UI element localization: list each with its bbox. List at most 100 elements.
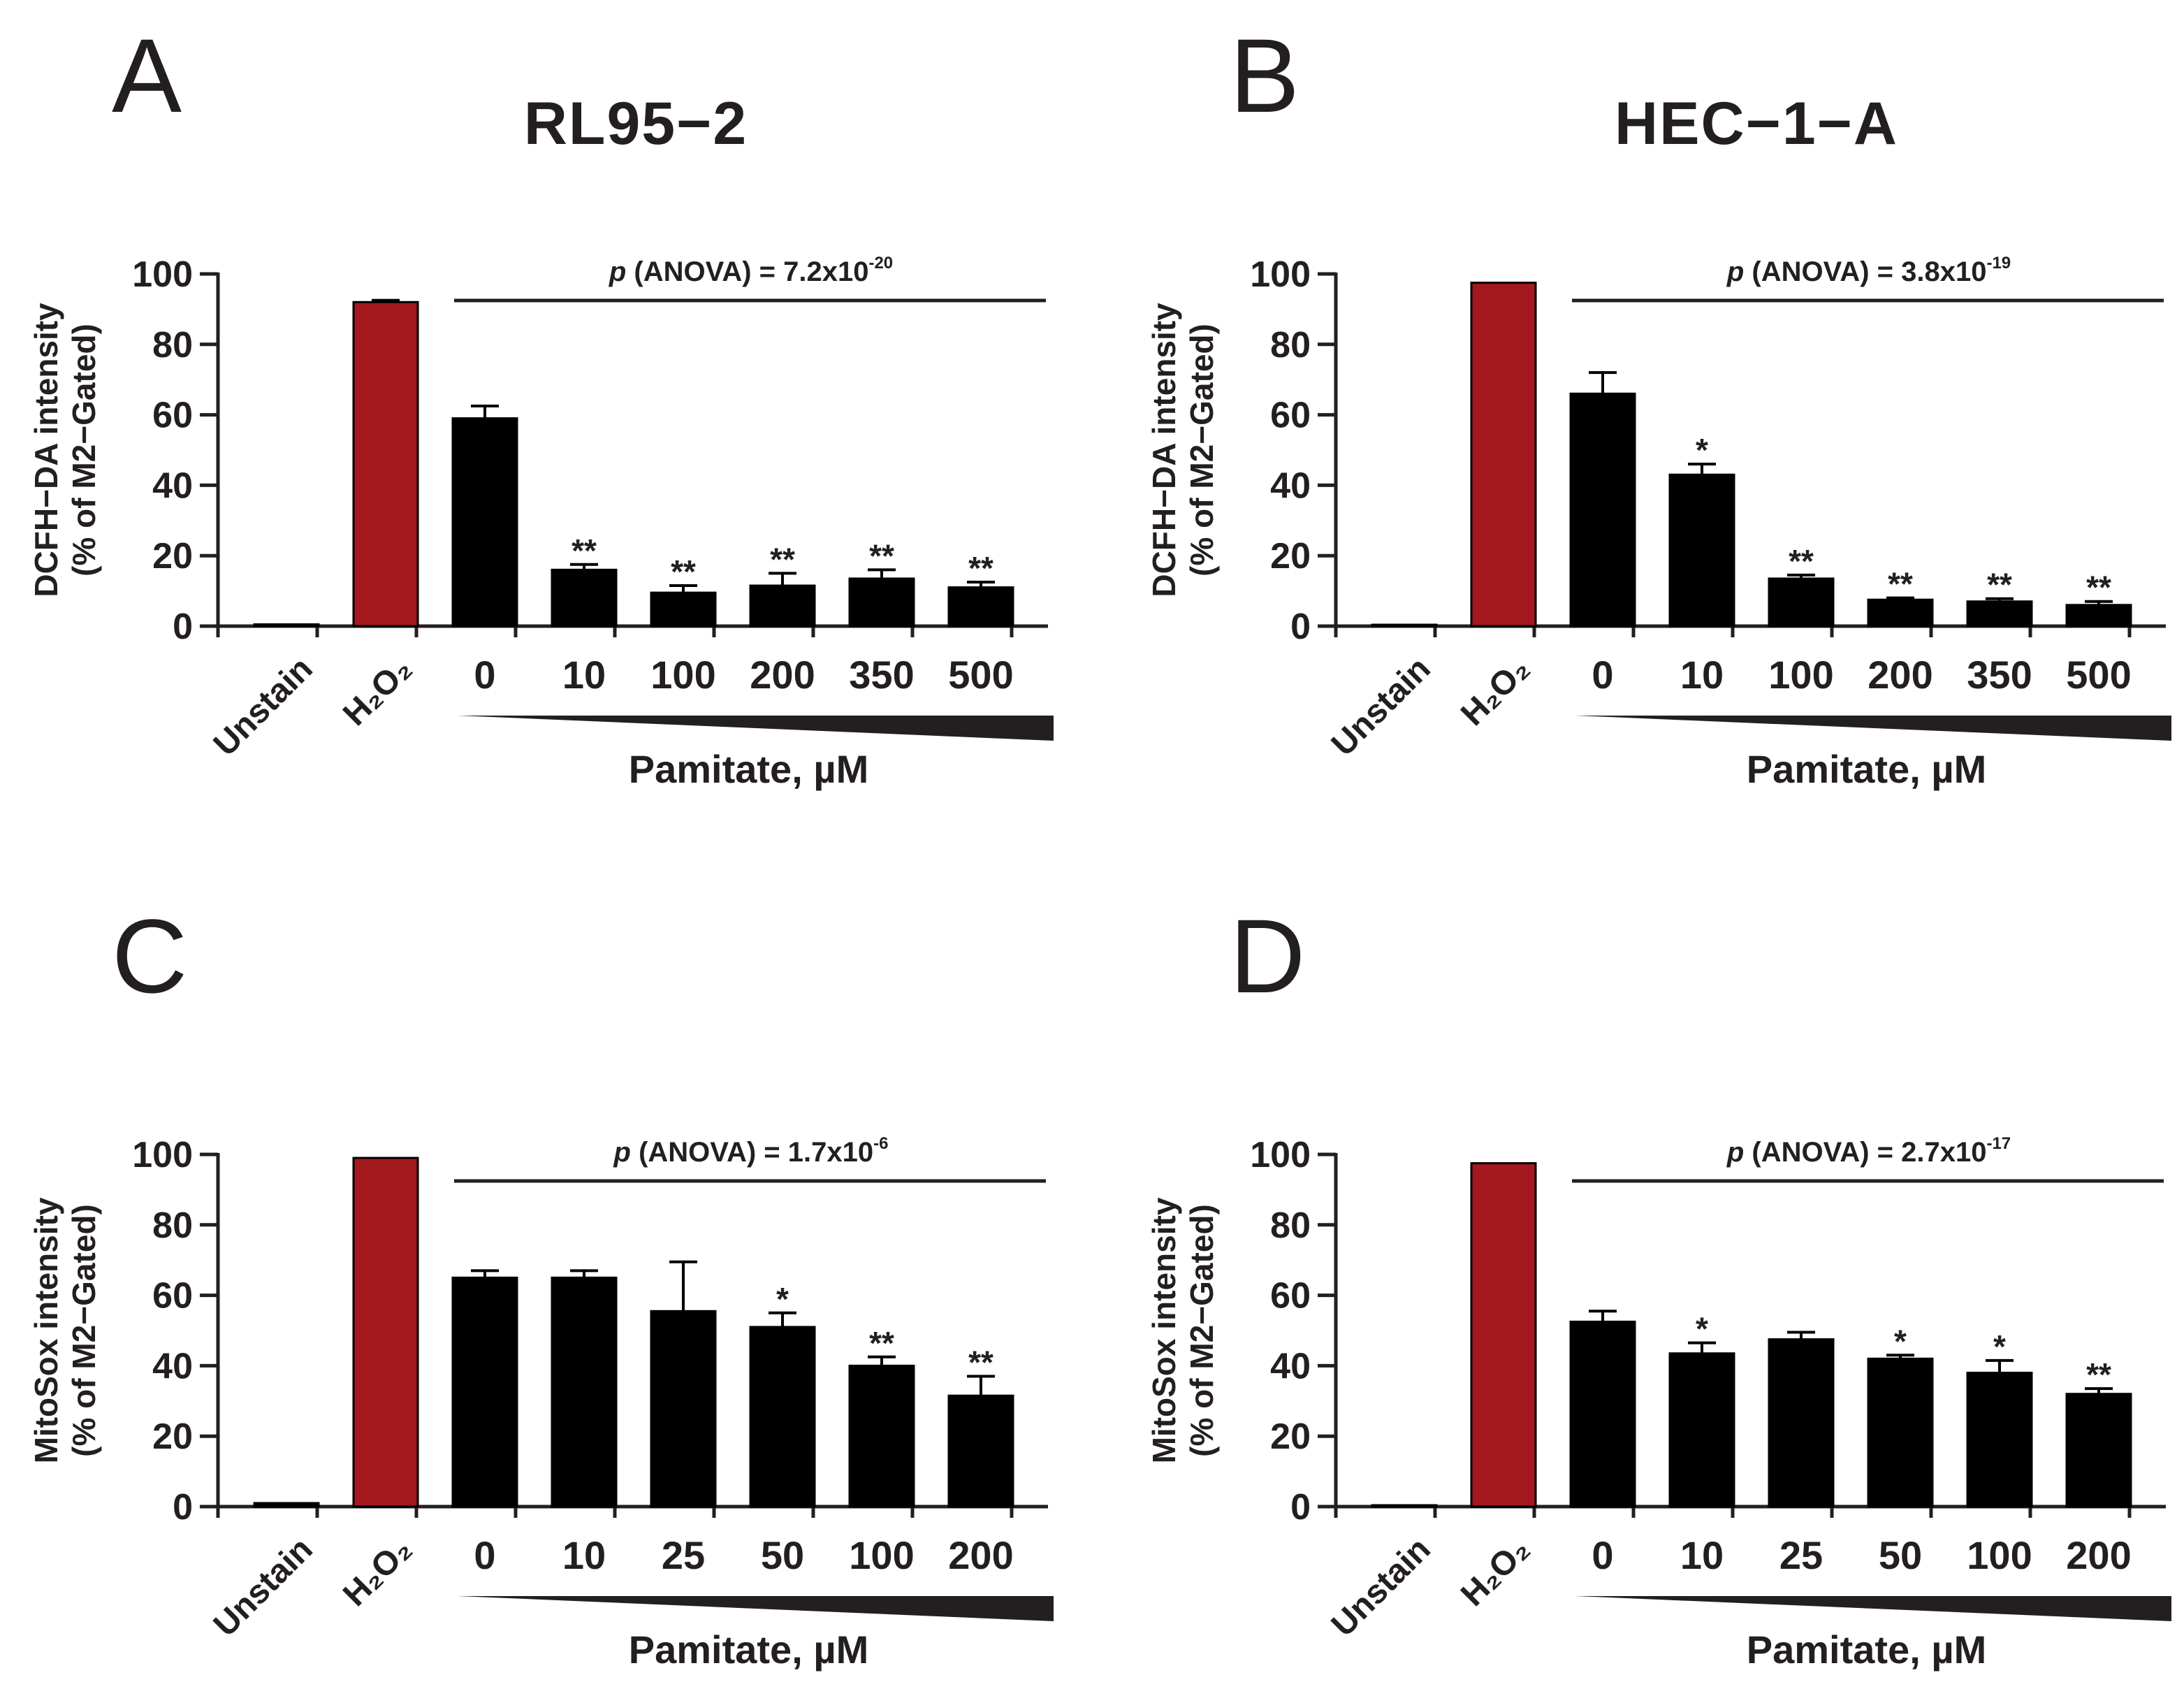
significance-label: **	[968, 550, 993, 586]
bar-D-1	[1470, 1162, 1537, 1508]
y-axis-label-line1: MitoSox intensity	[28, 1197, 64, 1463]
y-tick-label: 60	[152, 1276, 193, 1317]
x-axis-label: Pamitate, µM	[1747, 747, 1986, 791]
x-tick-label: H₂O₂	[1454, 650, 1537, 733]
significance-label: **	[1789, 543, 1814, 579]
y-tick-label: 60	[1270, 1276, 1311, 1317]
bar-D-2	[1569, 1320, 1636, 1508]
y-axis-label-line1: MitoSox intensity	[1146, 1197, 1182, 1463]
y-tick-label: 0	[173, 1487, 193, 1528]
significance-label: **	[2086, 570, 2111, 606]
y-tick-label: 20	[1270, 536, 1311, 577]
x-axis-label: Pamitate, µM	[629, 1628, 868, 1672]
bar-B-6	[1966, 600, 2033, 628]
bar-D-3	[1668, 1352, 1735, 1508]
cell-title-left: RL95−2	[524, 90, 748, 157]
concentration-wedge	[1575, 716, 2171, 741]
x-tick-label: 200	[948, 1533, 1013, 1577]
bar-B-1	[1470, 282, 1537, 628]
y-tick-label: 80	[152, 325, 193, 365]
y-tick-label: 80	[1270, 1205, 1311, 1246]
x-tick-label: 100	[1967, 1533, 2032, 1577]
x-tick-label: 25	[662, 1533, 705, 1577]
x-tick-label: 0	[474, 653, 495, 697]
x-axis-label: Pamitate, µM	[629, 747, 868, 791]
bar-C-6	[848, 1364, 915, 1508]
bar-B-7	[2065, 604, 2132, 628]
y-tick-label: 40	[152, 465, 193, 506]
x-tick-label: H₂O₂	[336, 650, 419, 733]
bar-C-4	[650, 1310, 717, 1508]
x-tick-label: Unstain	[207, 1530, 320, 1644]
significance-label: **	[1987, 567, 2012, 603]
bar-C-3	[551, 1276, 618, 1508]
y-axis-label-line2: (% of M2−Gated)	[66, 324, 102, 577]
y-axis-label-line2: (% of M2−Gated)	[66, 1204, 102, 1457]
x-axis-label: Pamitate, µM	[1747, 1628, 1986, 1672]
y-tick-label: 40	[1270, 1346, 1311, 1386]
significance-label: *	[1993, 1328, 2006, 1365]
bar-A-6	[848, 577, 915, 628]
bar-D-4	[1768, 1338, 1835, 1508]
bar-A-0	[253, 623, 320, 628]
y-tick-label: 40	[1270, 465, 1311, 506]
bar-A-2	[451, 417, 518, 628]
significance-label: **	[869, 1325, 894, 1361]
y-tick-label: 100	[132, 254, 193, 295]
significance-label: *	[776, 1281, 789, 1317]
significance-label: *	[1696, 432, 1708, 468]
x-tick-label: H₂O₂	[1454, 1530, 1537, 1614]
anova-label: p (ANOVA) = 3.8x10-19	[1726, 254, 2011, 287]
bar-B-3	[1668, 473, 1735, 628]
x-tick-label: H₂O₂	[336, 1530, 419, 1614]
anova-label: p (ANOVA) = 7.2x10-20	[609, 254, 893, 287]
bar-B-4	[1768, 577, 1835, 628]
y-tick-label: 80	[152, 1205, 193, 1246]
x-tick-label: 500	[948, 653, 1013, 697]
x-tick-label: Unstain	[1325, 650, 1438, 763]
bar-D-6	[1966, 1371, 2033, 1508]
anova-label: p (ANOVA) = 1.7x10-6	[613, 1134, 889, 1168]
significance-label: **	[869, 537, 894, 574]
y-tick-label: 100	[1250, 1135, 1311, 1175]
y-tick-label: 100	[132, 1135, 193, 1175]
significance-label: **	[770, 541, 795, 577]
x-tick-label: 0	[1592, 653, 1613, 697]
bar-C-0	[253, 1502, 320, 1508]
x-tick-label: 10	[562, 1533, 606, 1577]
y-tick-label: 60	[1270, 396, 1311, 436]
y-tick-label: 60	[152, 396, 193, 436]
bar-B-5	[1867, 598, 1934, 628]
y-tick-label: 40	[152, 1346, 193, 1386]
significance-label: **	[572, 532, 597, 569]
x-tick-label: Unstain	[207, 650, 320, 763]
x-tick-label: Unstain	[1325, 1530, 1438, 1644]
bar-A-4	[650, 591, 717, 628]
y-tick-label: 0	[173, 607, 193, 647]
x-tick-label: 0	[1592, 1533, 1613, 1577]
y-axis-label-line2: (% of M2−Gated)	[1184, 324, 1220, 577]
bar-A-5	[749, 584, 816, 628]
x-tick-label: 200	[2066, 1533, 2131, 1577]
x-tick-label: 350	[1967, 653, 2032, 697]
bar-A-1	[352, 300, 419, 628]
x-tick-label: 100	[1768, 653, 1833, 697]
x-tick-label: 200	[1868, 653, 1932, 697]
bar-C-1	[352, 1157, 419, 1508]
cell-title-right: HEC−1−A	[1615, 90, 1898, 157]
y-tick-label: 20	[1270, 1416, 1311, 1457]
significance-label: *	[1696, 1311, 1708, 1347]
significance-label: **	[671, 553, 696, 590]
y-tick-label: 20	[152, 1416, 193, 1457]
y-axis-label-line1: DCFH−DA intensity	[1146, 303, 1182, 597]
x-tick-label: 0	[474, 1533, 495, 1577]
y-axis-label-line2: (% of M2−Gated)	[1184, 1204, 1220, 1457]
bar-B-2	[1569, 392, 1636, 628]
significance-label: *	[1894, 1323, 1907, 1359]
x-tick-label: 25	[1779, 1533, 1823, 1577]
